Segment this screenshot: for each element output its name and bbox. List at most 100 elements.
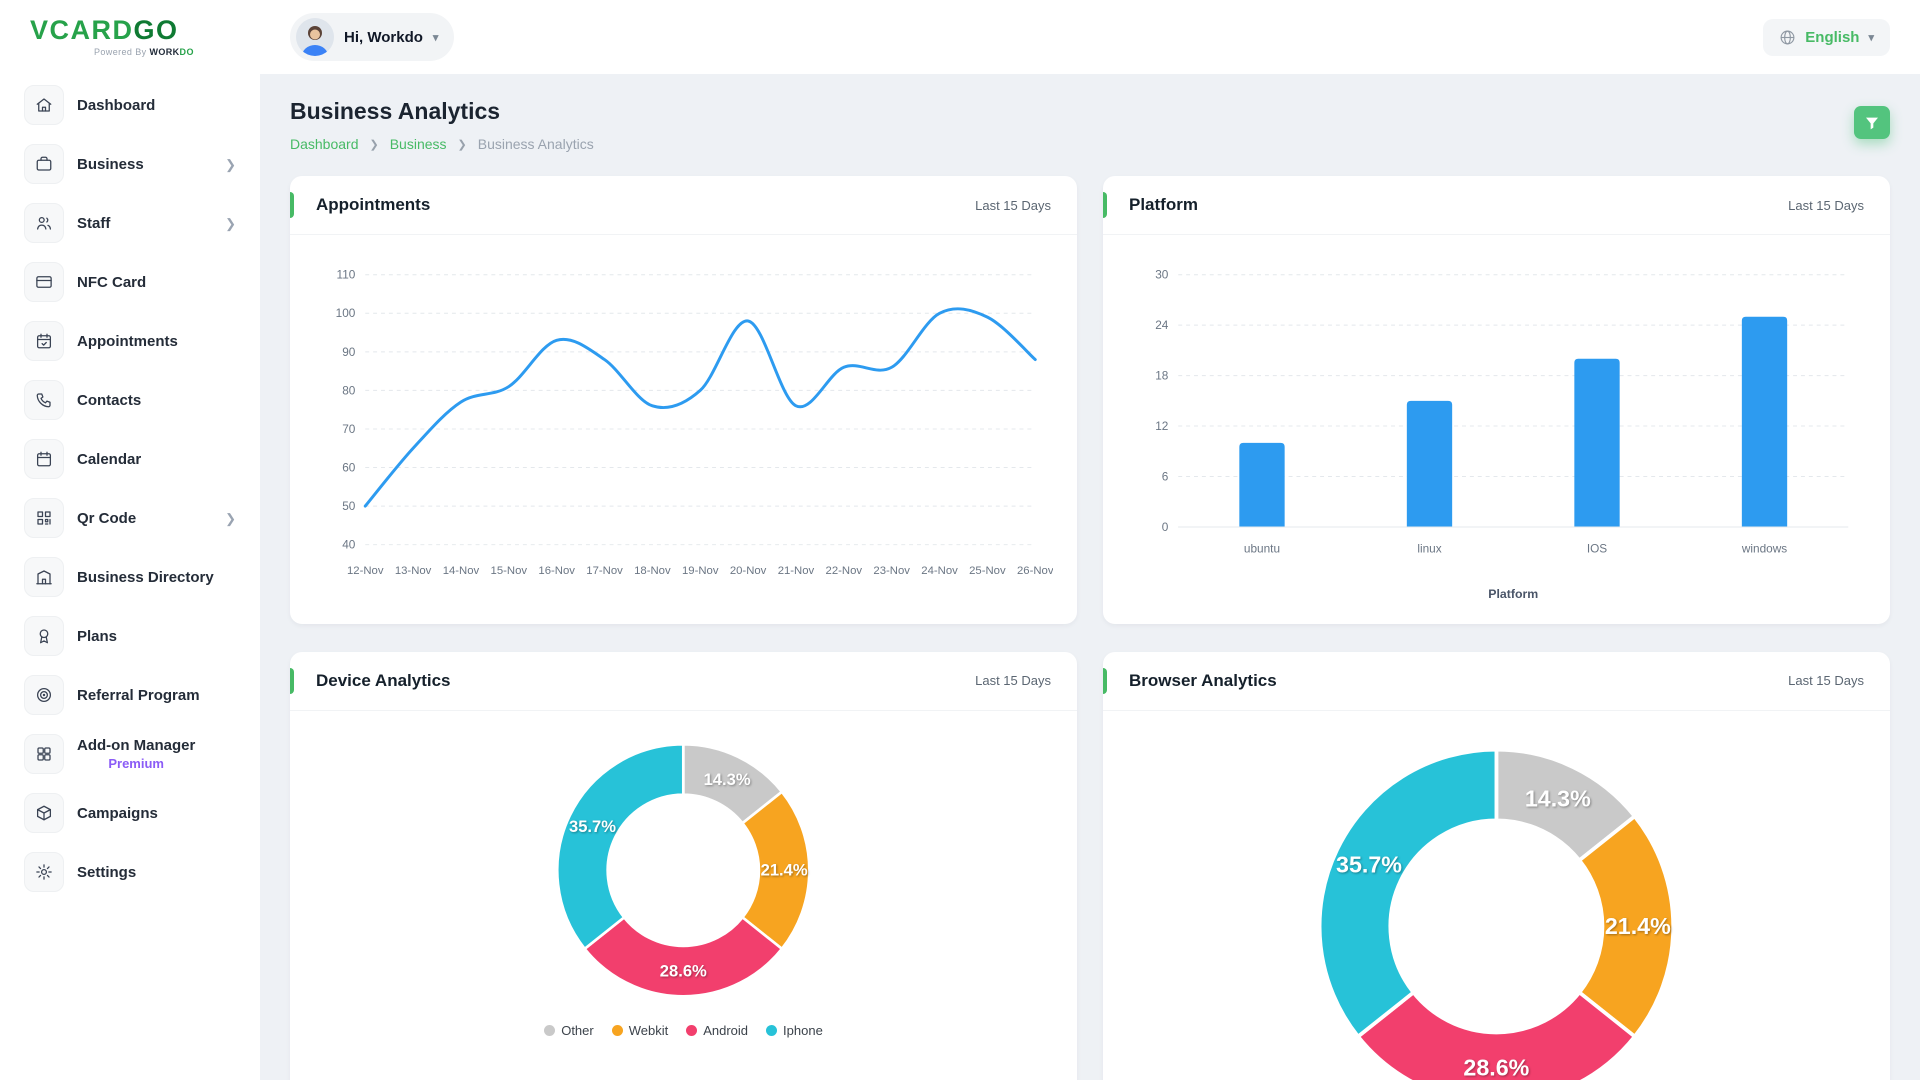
appointments-card: Appointments Last 15 Days 40 50 60 70 80 90 10… xyxy=(290,176,1077,624)
svg-text:windows: windows xyxy=(1741,542,1787,556)
sidebar-item-label: Business Directory xyxy=(77,568,214,586)
chevron-down-icon: ▾ xyxy=(1868,31,1874,44)
svg-text:21.4%: 21.4% xyxy=(1605,913,1671,939)
svg-text:60: 60 xyxy=(342,460,356,474)
sidebar-item-qr-code[interactable]: Qr Code ❯ xyxy=(14,490,246,546)
legend-item-webkit[interactable]: Webkit xyxy=(611,1023,668,1038)
svg-text:90: 90 xyxy=(342,345,356,359)
plans-icon xyxy=(24,616,64,656)
user-menu[interactable]: Hi, Workdo ▾ xyxy=(290,13,455,61)
svg-text:14.3%: 14.3% xyxy=(704,770,751,789)
filter-icon xyxy=(1864,115,1880,131)
sidebar: VCARDGO Powered By WORKDO Dashboard Busi… xyxy=(0,0,260,1080)
language-selector[interactable]: English ▾ xyxy=(1763,18,1890,56)
svg-text:23-Nov: 23-Nov xyxy=(873,565,910,577)
calendar-check-icon xyxy=(24,321,64,361)
platform-bar-chart: 0 6 12 18 24 30 ubuntu linux IOS windows Platform xyxy=(1127,255,1866,610)
device-analytics-card: Device Analytics Last 15 Days 14.3% 21.4%… xyxy=(290,651,1077,1080)
svg-text:21-Nov: 21-Nov xyxy=(778,565,815,577)
svg-text:21.4%: 21.4% xyxy=(761,860,808,879)
sidebar-item-referral-program[interactable]: Referral Program xyxy=(14,667,246,723)
card-period: Last 15 Days xyxy=(975,673,1051,689)
svg-text:24-Nov: 24-Nov xyxy=(921,565,958,577)
sidebar-item-sublabel: Premium xyxy=(108,756,164,771)
svg-text:20-Nov: 20-Nov xyxy=(730,565,767,577)
svg-text:50: 50 xyxy=(342,499,356,513)
legend-item-other[interactable]: Other xyxy=(544,1023,594,1038)
calendar-icon xyxy=(24,439,64,479)
svg-text:13-Nov: 13-Nov xyxy=(395,565,432,577)
brand-logo[interactable]: VCARDGO Powered By WORKDO xyxy=(14,0,246,74)
svg-text:0: 0 xyxy=(1162,520,1169,534)
card-header: Device Analytics Last 15 Days xyxy=(290,652,1077,711)
sidebar-item-plans[interactable]: Plans xyxy=(14,608,246,664)
sidebar-item-settings[interactable]: Settings xyxy=(14,844,246,900)
card-title: Platform xyxy=(1129,195,1198,214)
svg-text:17-Nov: 17-Nov xyxy=(586,565,623,577)
users-icon xyxy=(24,203,64,243)
svg-text:80: 80 xyxy=(342,383,356,397)
card-period: Last 15 Days xyxy=(975,197,1051,213)
briefcase-icon xyxy=(24,144,64,184)
sidebar-item-appointments[interactable]: Appointments xyxy=(14,313,246,369)
home-icon xyxy=(24,85,64,125)
svg-text:35.7%: 35.7% xyxy=(1336,851,1402,877)
card-header: Browser Analytics Last 15 Days xyxy=(1103,652,1890,711)
breadcrumb: Dashboard ❯ Business ❯ Business Analytic… xyxy=(290,136,594,152)
card-period: Last 15 Days xyxy=(1788,673,1864,689)
svg-text:110: 110 xyxy=(337,268,356,282)
breadcrumb-business[interactable]: Business xyxy=(389,136,447,152)
qr-icon xyxy=(24,498,64,538)
svg-text:IOS: IOS xyxy=(1587,542,1607,556)
svg-text:15-Nov: 15-Nov xyxy=(491,565,528,577)
grid-icon xyxy=(24,734,64,774)
legend-item-android[interactable]: Android xyxy=(686,1023,748,1038)
filter-button[interactable] xyxy=(1854,106,1890,139)
sidebar-item-nfc-card[interactable]: NFC Card xyxy=(14,254,246,310)
card-period: Last 15 Days xyxy=(1788,197,1864,213)
card-title: Appointments xyxy=(316,195,431,214)
svg-text:Platform: Platform xyxy=(1488,587,1538,601)
sidebar-item-label: Contacts xyxy=(77,391,142,409)
referral-icon xyxy=(24,675,64,715)
avatar xyxy=(296,18,334,56)
sidebar-item-calendar[interactable]: Calendar xyxy=(14,431,246,487)
legend-item-iphone[interactable]: Iphone xyxy=(766,1023,823,1038)
appointments-line-chart: 40 50 60 70 80 90 100 110 12-Nov 13-Nov 14-Nov 15-N… xyxy=(314,255,1053,610)
sidebar-item-dashboard[interactable]: Dashboard xyxy=(14,77,246,133)
svg-text:6: 6 xyxy=(1162,469,1169,483)
platform-card: Platform Last 15 Days 0 6 12 18 24 30 ubuntu li… xyxy=(1103,176,1890,624)
brand-tagline: Powered By WORKDO xyxy=(94,47,194,57)
sidebar-item-campaigns[interactable]: Campaigns xyxy=(14,785,246,841)
svg-text:70: 70 xyxy=(342,422,356,436)
chevron-right-icon: ❯ xyxy=(369,138,379,151)
sidebar-item-label: Appointments xyxy=(77,332,178,350)
brand-logo-text: VCARDGO xyxy=(30,15,179,45)
svg-text:28.6%: 28.6% xyxy=(660,961,707,980)
legend-dot xyxy=(686,1025,698,1037)
svg-text:12: 12 xyxy=(1155,419,1168,433)
card-header: Platform Last 15 Days xyxy=(1103,176,1890,235)
sidebar-item-add-on-manager[interactable]: Add-on Manager Premium xyxy=(14,726,246,782)
sidebar-item-contacts[interactable]: Contacts xyxy=(14,372,246,428)
sidebar-item-label: Plans xyxy=(77,627,118,645)
card-icon xyxy=(24,262,64,302)
sidebar-item-staff[interactable]: Staff ❯ xyxy=(14,195,246,251)
sidebar-item-business-directory[interactable]: Business Directory xyxy=(14,549,246,605)
svg-text:26-Nov: 26-Nov xyxy=(1017,565,1053,577)
chevron-down-icon: ▾ xyxy=(432,31,439,44)
sidebar-item-label: NFC Card xyxy=(77,273,147,291)
svg-text:30: 30 xyxy=(1155,268,1169,282)
sidebar-item-business[interactable]: Business ❯ xyxy=(14,136,246,192)
sidebar-item-label: Qr Code xyxy=(77,509,137,527)
svg-text:19-Nov: 19-Nov xyxy=(682,565,719,577)
cards-grid: Appointments Last 15 Days 40 50 60 70 80 90 10… xyxy=(290,176,1890,1080)
svg-text:ubuntu: ubuntu xyxy=(1244,542,1280,556)
card-title: Device Analytics xyxy=(316,670,451,690)
phone-icon xyxy=(24,380,64,420)
breadcrumb-dashboard[interactable]: Dashboard xyxy=(290,136,359,152)
gear-icon xyxy=(24,852,64,892)
chevron-right-icon: ❯ xyxy=(225,510,236,526)
svg-text:100: 100 xyxy=(336,306,356,320)
